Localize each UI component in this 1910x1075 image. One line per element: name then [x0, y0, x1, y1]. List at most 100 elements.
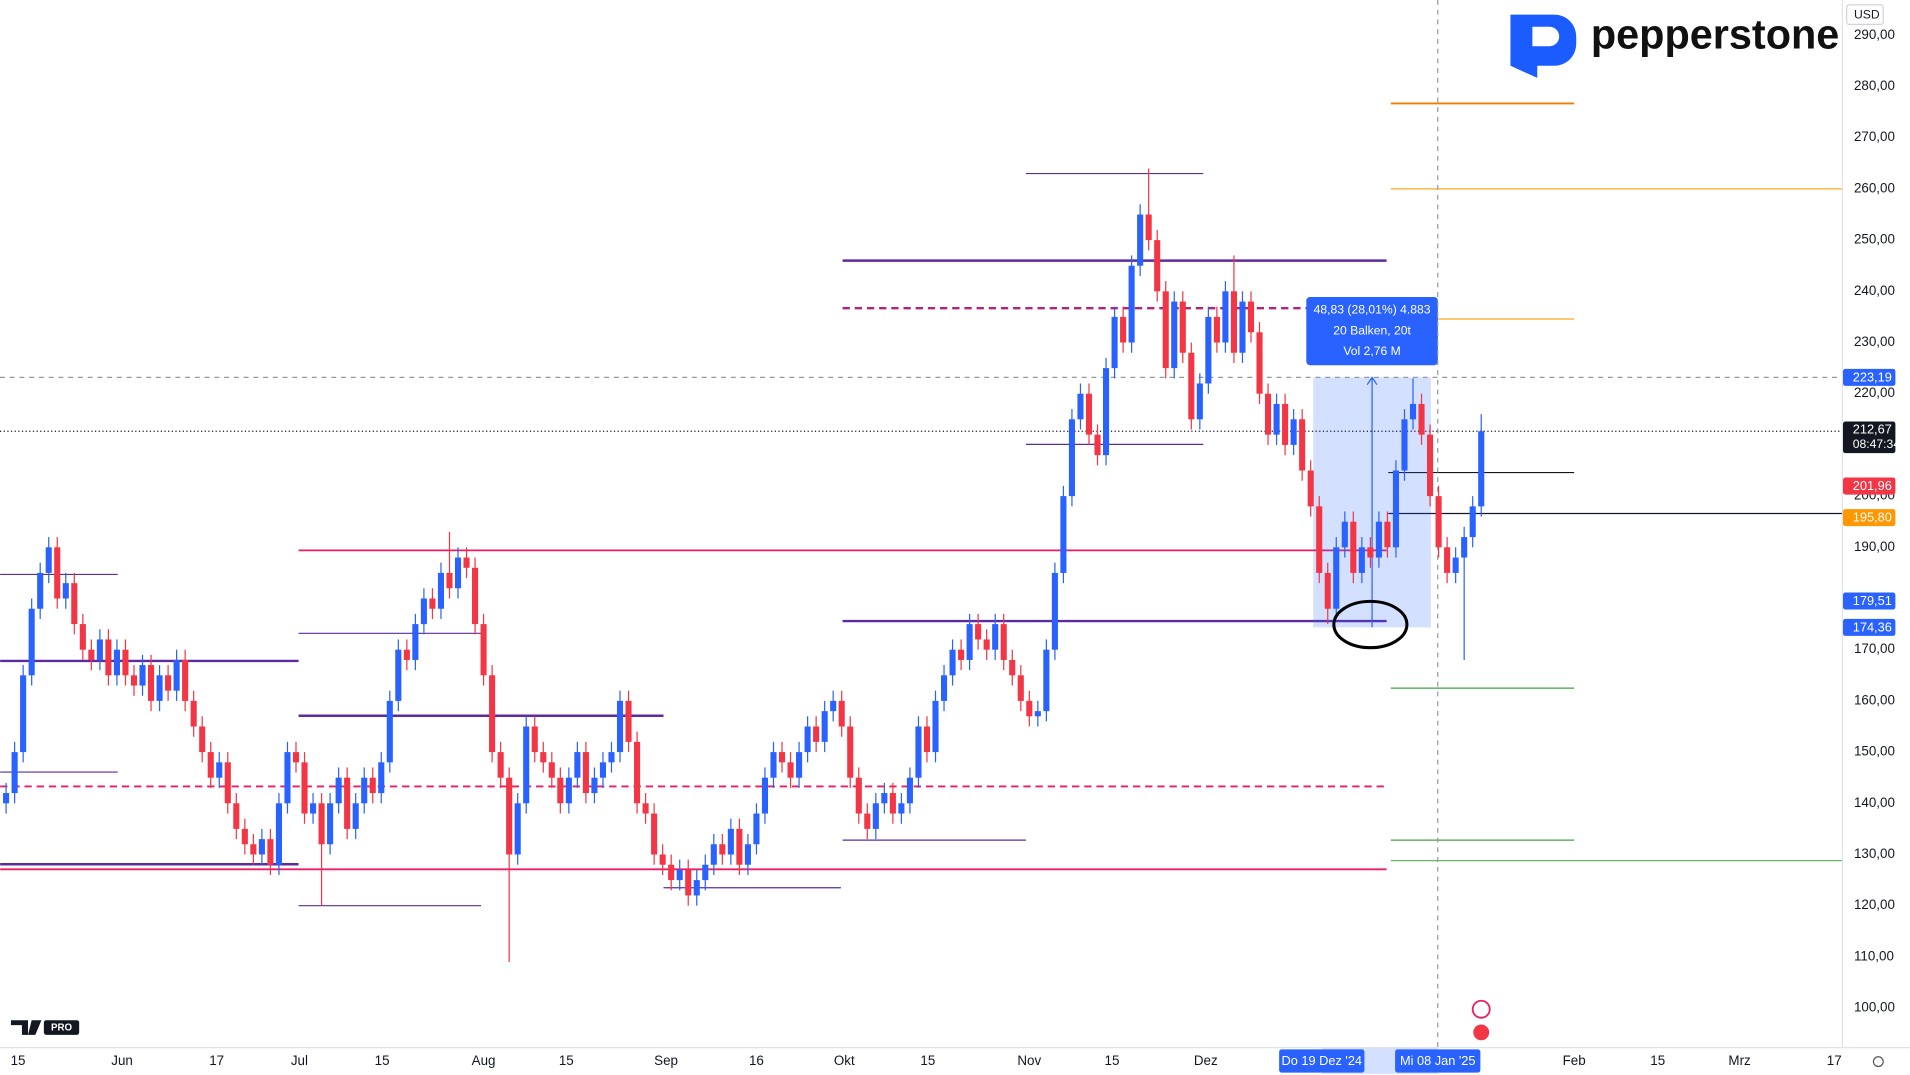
- candle-body: [28, 608, 35, 676]
- y-tick-label: 260,00: [1854, 180, 1895, 195]
- y-tick-label: 240,00: [1854, 283, 1895, 298]
- candle-body: [1435, 496, 1442, 548]
- price-label-bg: [1843, 509, 1896, 527]
- x-tick-label: Jun: [111, 1053, 133, 1068]
- candle-body: [548, 762, 555, 778]
- measure-text: 20 Balken, 20t: [1333, 323, 1411, 337]
- candle-body: [79, 624, 86, 650]
- candle-body: [804, 726, 811, 753]
- candle-body: [1188, 352, 1195, 420]
- candle-body: [1367, 547, 1374, 558]
- x-tick-label: 17: [209, 1053, 224, 1068]
- candle-body: [1392, 470, 1399, 548]
- candle-body: [378, 762, 385, 794]
- candle-body: [719, 844, 726, 855]
- candle-body: [446, 572, 453, 589]
- candle-body: [139, 665, 146, 686]
- candle-body: [327, 803, 334, 845]
- candle-body: [54, 547, 61, 599]
- candle-body: [1324, 572, 1331, 609]
- candle-body: [1009, 659, 1016, 676]
- currency-box[interactable]: [1846, 4, 1884, 25]
- measure-text: Vol 2,76 M: [1343, 344, 1400, 358]
- candle-body: [1299, 419, 1306, 471]
- measure-tooltip: [1306, 297, 1438, 366]
- x-tick-label: Dez: [1194, 1053, 1218, 1068]
- candle-body: [1085, 393, 1093, 435]
- x-tick-label: Sep: [654, 1053, 678, 1068]
- candle-body: [369, 777, 376, 794]
- candle-body: [838, 700, 845, 727]
- event-icon[interactable]: [1471, 999, 1491, 1019]
- candle-body: [634, 741, 641, 804]
- candle-body: [1282, 403, 1289, 445]
- candle-body: [1162, 291, 1169, 369]
- candle-body: [915, 726, 922, 778]
- candle-body: [753, 813, 760, 845]
- candle-body: [1111, 316, 1118, 369]
- candle-body: [1017, 675, 1024, 701]
- candle-body: [37, 572, 44, 609]
- candle-body: [1145, 214, 1152, 241]
- y-tick-label: 190,00: [1854, 539, 1895, 554]
- candle-body: [310, 803, 317, 814]
- range-label: Mi 08 Jan '25: [1400, 1053, 1476, 1068]
- candle-body: [1102, 368, 1110, 456]
- candle-body: [1256, 332, 1263, 394]
- candle-body: [1409, 403, 1417, 420]
- x-tick-label: Aug: [472, 1053, 496, 1068]
- candle-body: [1026, 700, 1033, 717]
- candle-body: [727, 828, 734, 855]
- candle-body: [983, 639, 990, 650]
- range-label: Do 19 Dez '24: [1282, 1053, 1363, 1068]
- candle-body: [668, 864, 675, 881]
- candle-body: [1265, 393, 1272, 435]
- candle-body: [1247, 301, 1255, 333]
- y-tick-label: 270,00: [1854, 129, 1895, 144]
- candle-body: [940, 675, 948, 701]
- candle-body: [3, 793, 10, 804]
- candle-body: [1469, 506, 1476, 538]
- event-icon[interactable]: [1472, 1023, 1491, 1042]
- candle-body: [11, 752, 18, 794]
- candle-body: [1034, 711, 1041, 717]
- candle-body: [651, 813, 658, 855]
- candle-body: [685, 869, 692, 896]
- plot: 48,83 (28,01%) 4.883 20 Balken, 20t Vol 2,…: [0, 0, 1842, 1047]
- candle-body: [1307, 470, 1314, 507]
- x-tick-label: 15: [375, 1053, 390, 1068]
- last-price-label: 212,67: [1853, 421, 1892, 436]
- candle-body: [165, 675, 172, 691]
- candle-body: [710, 844, 717, 865]
- candle-body: [267, 839, 274, 865]
- candle-body: [147, 665, 155, 701]
- candle-body: [889, 793, 896, 814]
- price-label-bg: [1843, 477, 1896, 495]
- candle-body: [45, 547, 52, 573]
- candle-body: [1128, 265, 1135, 343]
- candle-body: [412, 624, 419, 660]
- candle-body: [1333, 547, 1340, 609]
- watermark-logo-inner: [1532, 26, 1560, 47]
- candle-body: [352, 803, 359, 829]
- currency: USD: [1854, 7, 1880, 21]
- candle-body: [1401, 419, 1408, 471]
- candle-body: [693, 880, 700, 896]
- candle-body: [454, 557, 462, 589]
- candle-body: [642, 803, 649, 814]
- candle-body: [906, 777, 913, 804]
- settings-icon[interactable]: [1872, 1056, 1884, 1068]
- candle-body: [216, 762, 223, 778]
- candle-body: [557, 777, 564, 804]
- candle-body: [1154, 240, 1161, 292]
- candle-body: [787, 762, 794, 778]
- candle-body: [361, 777, 368, 804]
- candle-body: [574, 752, 581, 778]
- candle-body: [1290, 419, 1297, 445]
- candle-body: [761, 777, 769, 814]
- x-tick-label: 15: [1650, 1053, 1665, 1068]
- price-label-bg: [1843, 368, 1896, 386]
- candle-body: [1000, 624, 1007, 660]
- candle-body: [122, 649, 129, 676]
- candle-body: [1205, 316, 1212, 384]
